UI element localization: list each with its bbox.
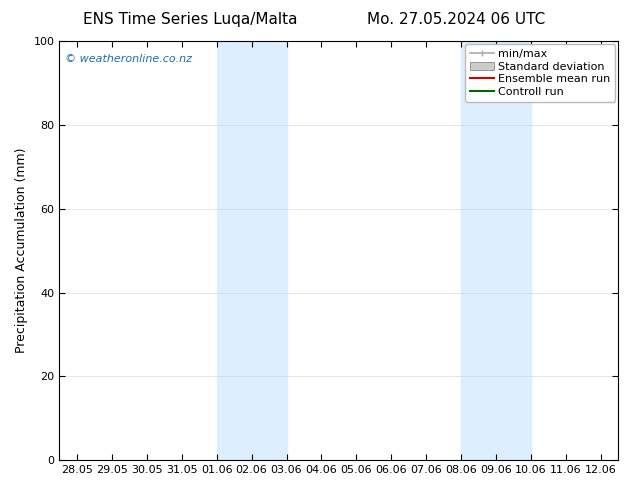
Text: ENS Time Series Luqa/Malta: ENS Time Series Luqa/Malta <box>83 12 297 27</box>
Bar <box>462 41 531 460</box>
Legend: min/max, Standard deviation, Ensemble mean run, Controll run: min/max, Standard deviation, Ensemble me… <box>465 45 615 101</box>
Bar <box>217 41 287 460</box>
Text: Mo. 27.05.2024 06 UTC: Mo. 27.05.2024 06 UTC <box>367 12 546 27</box>
Y-axis label: Precipitation Accumulation (mm): Precipitation Accumulation (mm) <box>15 148 28 353</box>
Text: © weatheronline.co.nz: © weatheronline.co.nz <box>65 53 192 64</box>
